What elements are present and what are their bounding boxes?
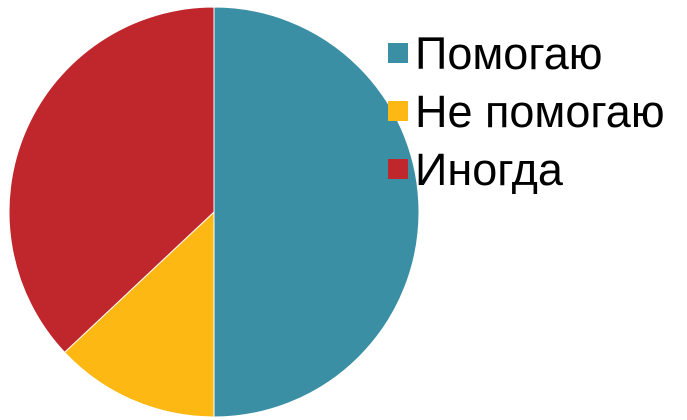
- legend-swatch: [388, 101, 408, 121]
- legend-swatch: [388, 43, 408, 63]
- legend-label: Помогаю: [415, 27, 603, 79]
- legend-item-ne-pomogayu: Не помогаю: [388, 82, 665, 140]
- pie-slice-2: [63, 210, 215, 418]
- pie-slices: [8, 6, 420, 418]
- legend-item-inogda: Иногда: [388, 140, 665, 198]
- legend-swatch: [388, 159, 408, 179]
- legend-label: Не помогаю: [415, 85, 665, 137]
- legend: Помогаю Не помогаю Иногда: [388, 24, 665, 198]
- pie-slice-1: [213, 6, 420, 418]
- pie-slice-3: [8, 6, 215, 354]
- legend-label: Иногда: [415, 143, 563, 195]
- legend-item-pomogayu: Помогаю: [388, 24, 665, 82]
